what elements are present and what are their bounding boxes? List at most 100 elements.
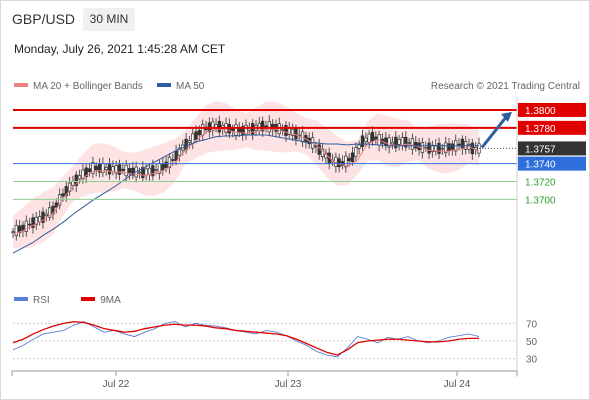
candle-body xyxy=(18,225,22,233)
candle xyxy=(31,213,35,234)
candle-body xyxy=(241,126,245,135)
top-bar: GBP/USD 30 MIN xyxy=(1,1,589,39)
ma50-line xyxy=(12,134,479,254)
rsi-swatch-icon xyxy=(14,297,28,302)
candle-body xyxy=(31,217,35,228)
candle xyxy=(344,151,348,173)
candle xyxy=(404,131,408,152)
candle xyxy=(104,162,108,176)
candle xyxy=(427,137,431,159)
candle-body xyxy=(390,141,395,145)
legend-ma50-label: MA 50 xyxy=(176,81,205,92)
candle xyxy=(374,131,378,145)
candle-body xyxy=(367,133,371,143)
candle-body xyxy=(44,213,48,217)
candle-body xyxy=(27,223,32,226)
candle-body xyxy=(357,144,361,149)
candle-body xyxy=(387,137,391,148)
candle-body xyxy=(61,193,65,197)
candle xyxy=(51,201,55,220)
legend-ma50: MA 50 xyxy=(157,81,204,92)
price-label-r2: 1.3800 xyxy=(525,106,556,117)
candle-body xyxy=(284,125,288,137)
rsi-line xyxy=(12,321,480,358)
candle-body xyxy=(137,171,142,174)
candle xyxy=(410,133,415,155)
candle xyxy=(437,137,441,160)
candle xyxy=(18,219,22,238)
x-tick-label: Jul 23 xyxy=(275,379,302,390)
candle-body xyxy=(154,169,158,171)
ma20-swatch-icon xyxy=(14,83,28,88)
candle-body xyxy=(374,136,378,140)
candle-body xyxy=(424,147,428,150)
candle xyxy=(54,198,58,214)
candle-body xyxy=(400,137,405,146)
price-label-last-bg xyxy=(518,141,586,156)
candle xyxy=(64,182,68,202)
rsi-tick-label: 70 xyxy=(526,319,538,330)
candle xyxy=(387,133,391,154)
candle-body xyxy=(94,165,98,171)
candle-body xyxy=(47,207,52,218)
candle xyxy=(364,132,368,147)
x-tick-label: Jul 22 xyxy=(103,379,130,390)
candle-body xyxy=(87,168,92,173)
candle-body xyxy=(171,159,175,161)
candle-body xyxy=(11,231,15,233)
legend-rsi-label: RSI xyxy=(33,295,50,306)
candle-body xyxy=(54,202,58,208)
candle-body xyxy=(407,142,411,144)
candle-body xyxy=(174,150,178,162)
legend-ma20-label: MA 20 + Bollinger Bands xyxy=(33,81,143,92)
candle xyxy=(390,136,395,150)
candle-body xyxy=(440,147,445,150)
candle xyxy=(141,161,145,183)
candle xyxy=(290,123,295,141)
price-label-last: 1.3757 xyxy=(525,144,556,155)
candle-body xyxy=(81,169,85,180)
candle xyxy=(47,201,52,221)
rsi-ma-line xyxy=(12,320,479,356)
candle-body xyxy=(114,165,118,174)
candle-body xyxy=(410,138,415,150)
candle-body xyxy=(131,167,135,176)
legend-rsi: RSI 9MA xyxy=(14,295,121,306)
candle-body xyxy=(460,138,465,150)
candle-body xyxy=(177,147,182,156)
candle-body xyxy=(124,164,128,177)
candle xyxy=(24,215,28,237)
candle-body xyxy=(267,121,271,133)
candle xyxy=(280,124,285,136)
candle xyxy=(14,219,18,241)
candle-body xyxy=(450,143,455,150)
candle xyxy=(450,140,455,156)
candle xyxy=(357,140,361,155)
candle xyxy=(44,209,48,222)
candle-body xyxy=(34,216,38,225)
price-label-s2: 1.3700 xyxy=(525,195,556,206)
candle xyxy=(81,164,85,184)
candle-body xyxy=(41,211,45,223)
candle-body xyxy=(344,155,348,168)
candle-body xyxy=(101,163,105,174)
candle-body xyxy=(121,168,125,171)
candle-body xyxy=(317,144,321,155)
candle-body xyxy=(234,124,238,136)
candle xyxy=(260,116,265,137)
candle-body xyxy=(84,167,88,178)
projection-arrow-line xyxy=(480,115,509,149)
candle-body xyxy=(397,138,401,145)
candle-body xyxy=(191,133,195,144)
legend-9ma-label: 9MA xyxy=(100,295,121,306)
timeframe-button[interactable]: 30 MIN xyxy=(83,8,135,31)
candle-body xyxy=(141,167,145,179)
candle-body xyxy=(187,140,192,143)
legend-ma20: MA 20 + Bollinger Bands xyxy=(14,81,143,92)
ma9-swatch-icon xyxy=(81,297,96,302)
candle xyxy=(11,228,15,238)
candle xyxy=(394,131,398,153)
rsi-tick-label: 50 xyxy=(526,337,538,348)
